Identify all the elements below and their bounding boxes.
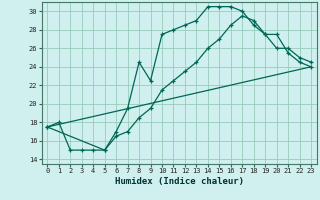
- X-axis label: Humidex (Indice chaleur): Humidex (Indice chaleur): [115, 177, 244, 186]
